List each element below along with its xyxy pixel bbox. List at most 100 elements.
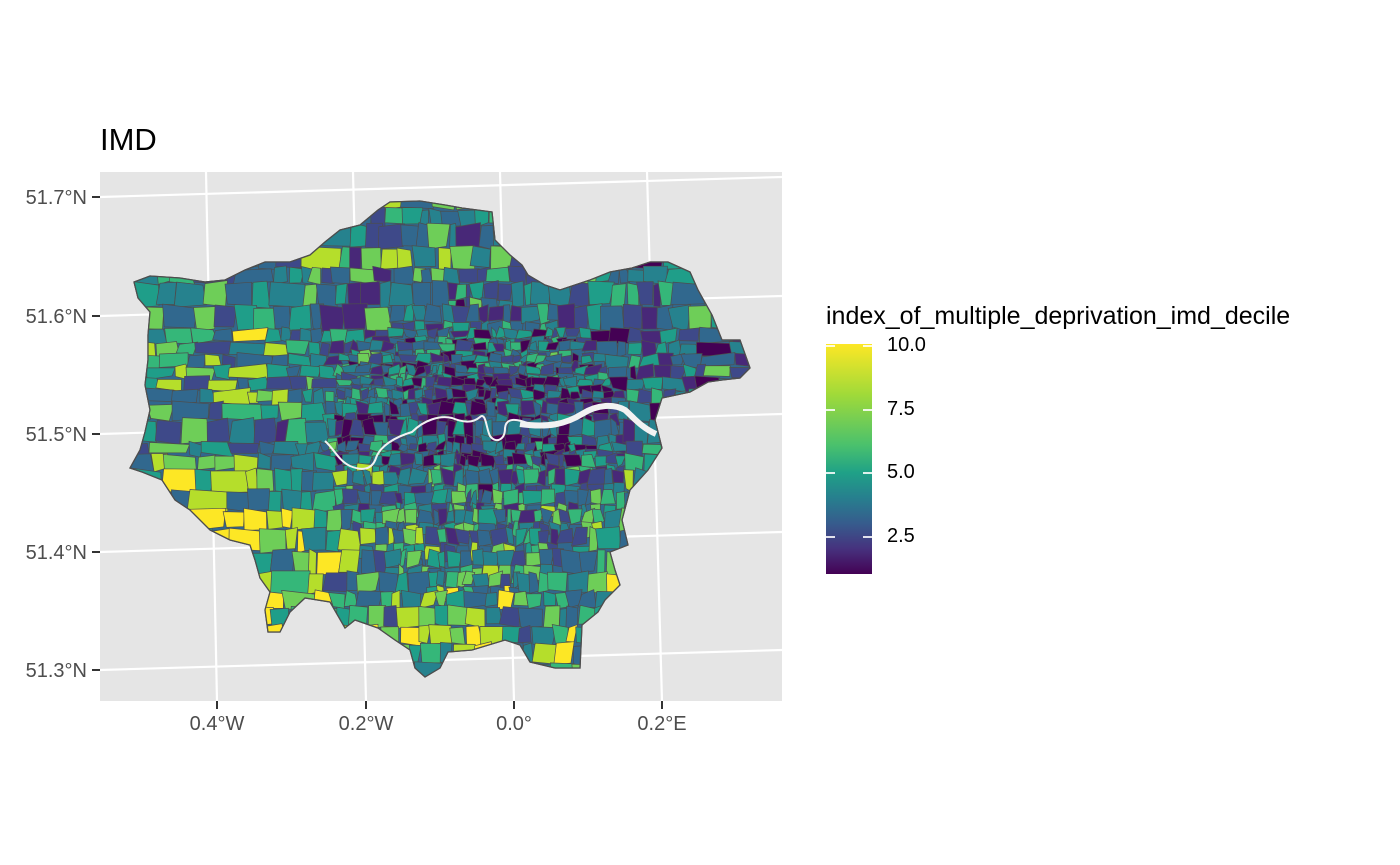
area-cell [558, 454, 565, 469]
area-cell [533, 354, 547, 365]
area-cell [414, 527, 425, 546]
area-cell [553, 443, 567, 452]
area-cell [354, 363, 372, 374]
area-cell [194, 340, 232, 355]
area-cell [586, 303, 603, 331]
area-cell [330, 266, 351, 285]
area-cell [523, 468, 540, 485]
area-cell [449, 626, 466, 645]
area-cell [154, 419, 182, 445]
area-cell [213, 304, 238, 328]
area-cell [360, 247, 382, 271]
area-cell [428, 624, 453, 645]
area-cell [204, 353, 222, 367]
area-cell [485, 266, 511, 283]
london-border [129, 200, 751, 678]
area-cell [460, 442, 475, 455]
area-cell [267, 490, 282, 513]
area-cell [405, 363, 419, 376]
area-cell [419, 642, 444, 664]
area-cell [563, 454, 584, 467]
area-cell [622, 304, 643, 330]
x-label-0-4w: 0.4°W [190, 713, 245, 735]
area-cell [378, 223, 405, 250]
area-cell [338, 549, 361, 573]
area-cell [328, 340, 346, 354]
plot-title: IMD [100, 122, 157, 157]
x-axis [216, 701, 663, 709]
legend-label-5: 5.0 [887, 461, 915, 483]
area-cell [553, 641, 575, 666]
area-cell [517, 607, 543, 629]
area-cell [699, 352, 736, 367]
area-cell [586, 571, 610, 593]
area-cell [540, 507, 554, 524]
area-cell [301, 388, 313, 403]
area-cell [288, 376, 309, 390]
area-cell [702, 365, 731, 377]
area-cell [210, 470, 249, 494]
area-cell [430, 468, 443, 485]
area-cell [359, 375, 375, 385]
area-cell [437, 550, 446, 568]
area-cell [505, 526, 515, 546]
area-cell [341, 303, 368, 330]
area-cell [268, 281, 306, 308]
area-cell [349, 246, 362, 269]
area-cell [493, 454, 505, 466]
area-cell [450, 490, 468, 505]
area-cell [266, 363, 291, 379]
area-cell [472, 341, 487, 351]
legend-label-7-5: 7.5 [887, 398, 915, 420]
area-cell [581, 340, 598, 352]
area-cell [472, 354, 489, 364]
area-cell [517, 624, 532, 644]
area-cell [404, 508, 418, 524]
legend-title: index_of_multiple_deprivation_imd_decile [826, 302, 1291, 330]
area-cell [148, 442, 191, 454]
area-cell [419, 590, 439, 609]
area-cell [515, 527, 528, 548]
area-cell [506, 508, 512, 527]
area-cell [408, 443, 419, 451]
area-cell [334, 419, 346, 437]
area-cell [469, 245, 491, 268]
area-cell [565, 605, 579, 629]
area-cell [319, 342, 331, 357]
area-cell [564, 467, 581, 487]
x-label-0-0: 0.0° [496, 713, 532, 735]
area-cell [357, 442, 374, 454]
area-cell [426, 222, 451, 250]
area-cell [484, 592, 498, 608]
area-cell [454, 528, 471, 545]
area-cell [559, 548, 583, 576]
area-cell [388, 282, 414, 307]
area-cell [299, 327, 312, 343]
area-cell [400, 201, 436, 209]
area-cell [522, 490, 544, 505]
area-cell [480, 452, 497, 468]
area-cell [539, 363, 554, 376]
area-cell [337, 528, 362, 554]
area-cell [540, 488, 556, 506]
area-cell [438, 247, 452, 270]
area-cell [246, 391, 259, 404]
area-cell [486, 400, 496, 418]
area-cell [564, 327, 581, 337]
area-cell [379, 280, 392, 309]
area-cell [355, 590, 384, 607]
area-cell [348, 418, 365, 437]
area-cell [400, 626, 422, 647]
area-cell [311, 377, 338, 389]
area-cell [431, 364, 438, 376]
area-cell [547, 571, 568, 592]
area-cell [173, 281, 207, 308]
area-cell [351, 387, 362, 400]
area-cell [270, 570, 311, 595]
area-cell [343, 340, 354, 354]
area-cell [340, 508, 353, 532]
y-axis [92, 196, 100, 671]
area-cell [464, 469, 480, 486]
area-cell [670, 365, 687, 380]
